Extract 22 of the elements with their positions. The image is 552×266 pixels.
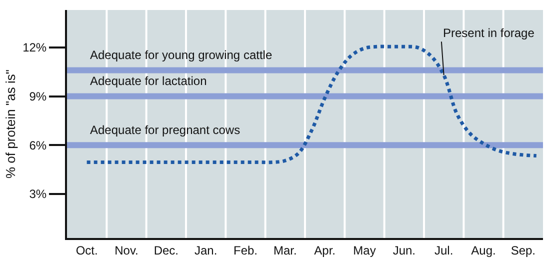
annotation: Present in forage: [443, 26, 535, 40]
x-tick-label: Feb.: [233, 243, 258, 258]
y-axis-title: % of protein "as is": [3, 69, 18, 178]
x-tick-label: Dec.: [154, 243, 179, 258]
x-tick-label: Apr.: [314, 243, 336, 258]
y-tick-label: 3%: [29, 187, 47, 202]
ref-line-label: Adequate for lactation: [90, 74, 207, 88]
x-tick-label: Sep.: [510, 243, 536, 258]
y-tick-label: 9%: [29, 90, 47, 104]
y-tick-label: 12%: [22, 40, 47, 55]
line-series: [85, 44, 538, 164]
y-tick-label: 6%: [29, 138, 47, 152]
ref-line-label: Adequate for young growing cattle: [90, 48, 272, 62]
x-tick-label: Aug.: [471, 243, 496, 258]
x-tick-label: Nov.: [114, 243, 138, 258]
x-tick-label: Jul.: [434, 243, 454, 258]
ref-line-label: Adequate for pregnant cows: [90, 123, 240, 137]
x-tick-label: Jun.: [392, 243, 416, 258]
x-tick-label: Jan.: [194, 243, 218, 258]
x-tick-label: Oct.: [76, 243, 98, 258]
x-tick-label: May: [353, 243, 376, 258]
x-tick-label: Mar.: [274, 243, 297, 258]
